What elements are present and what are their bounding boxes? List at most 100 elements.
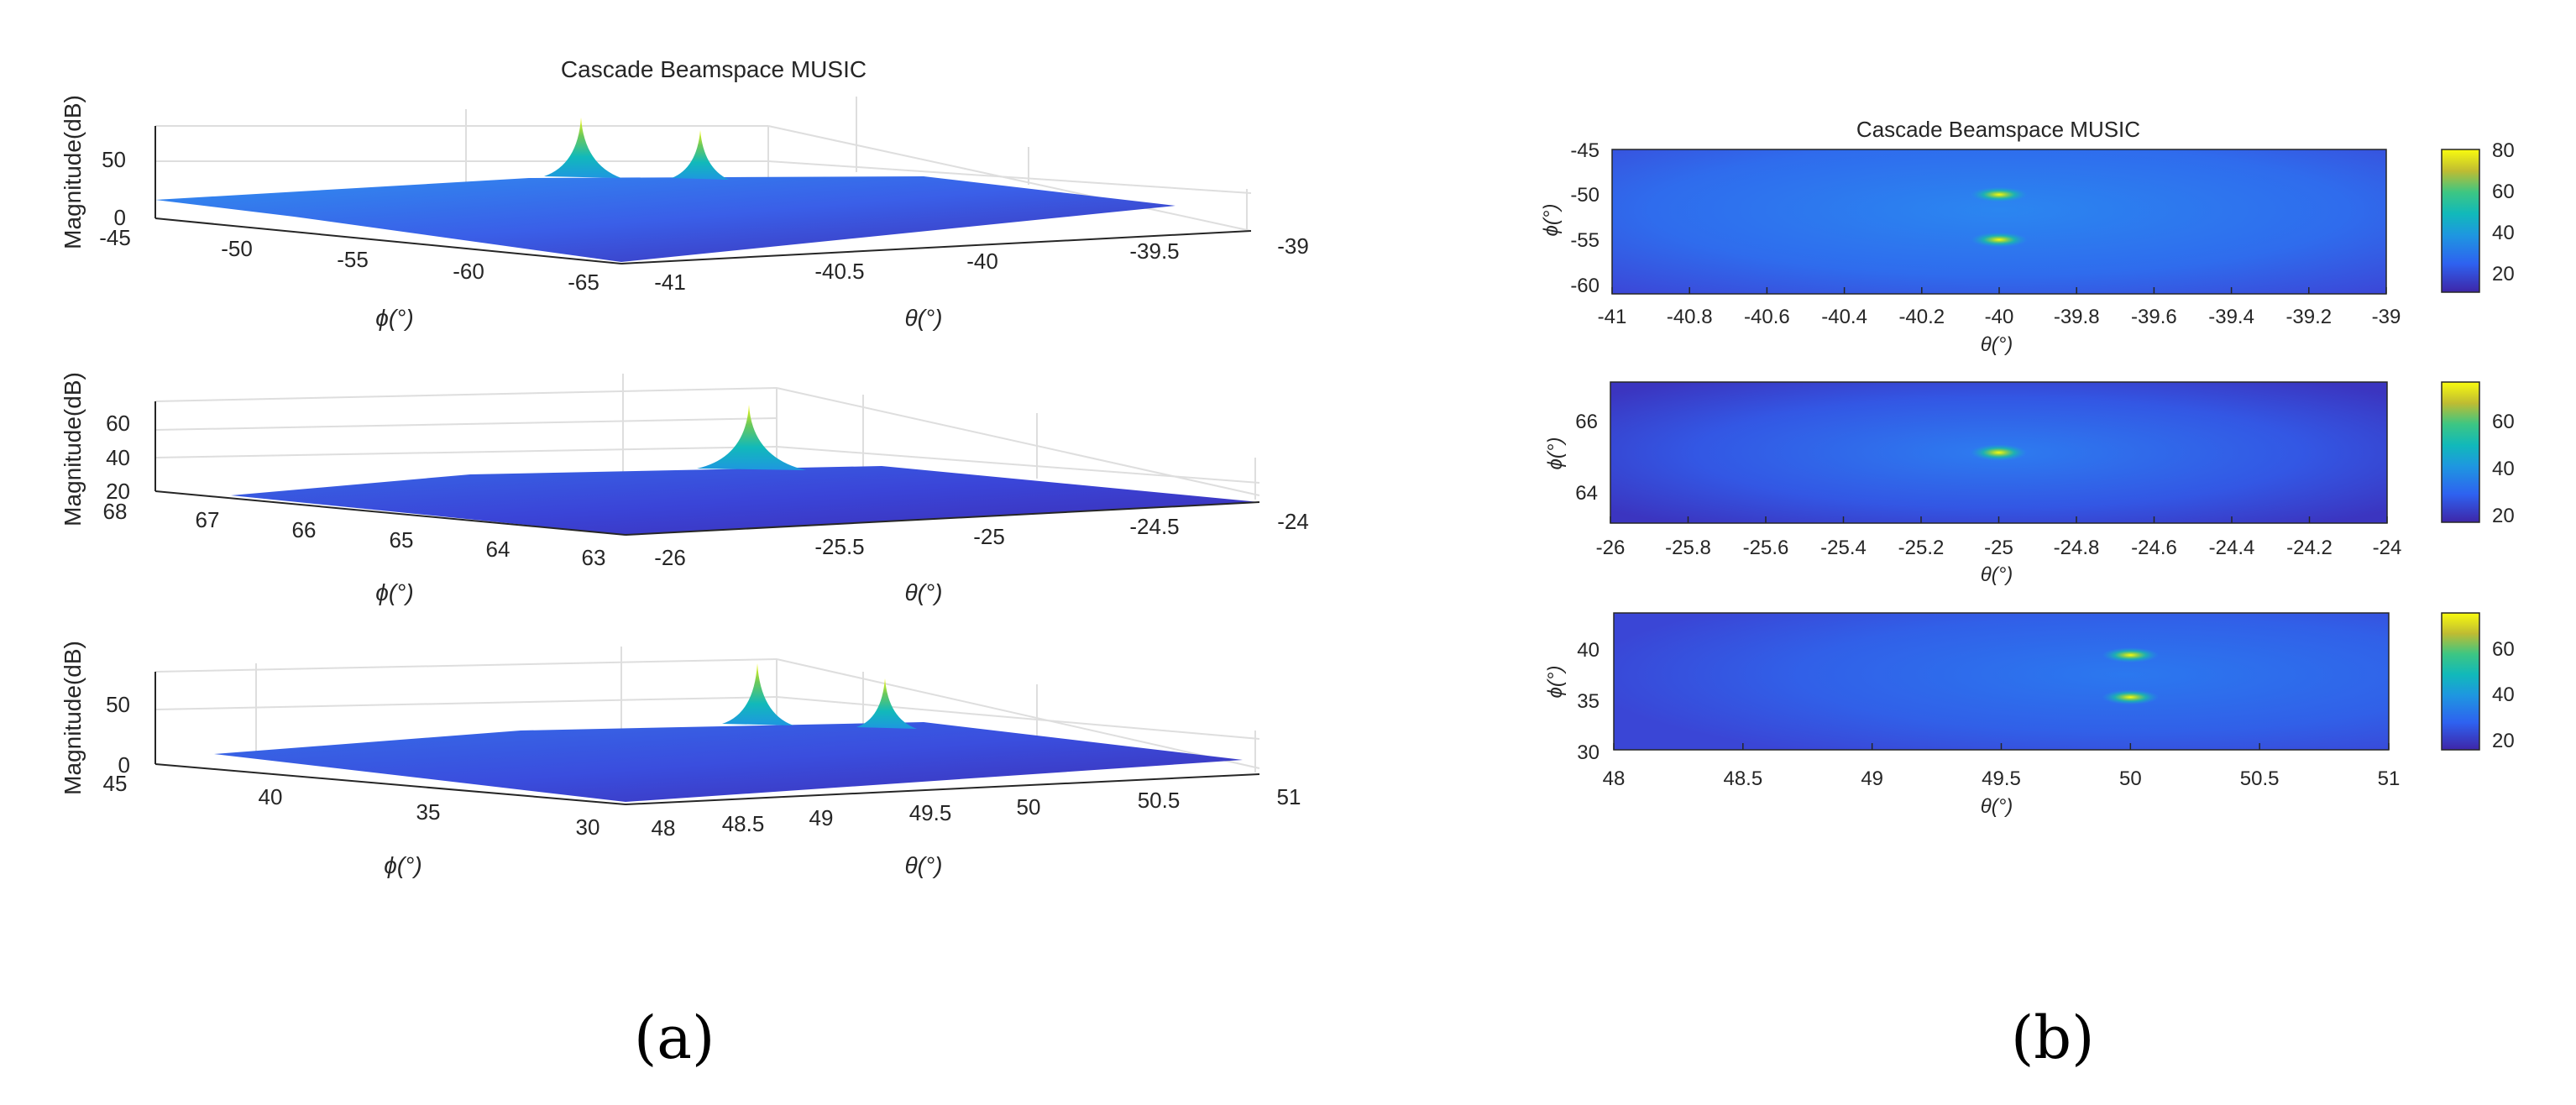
z-axis-label: Magnitude(dB) [60,95,86,249]
y-ticks: -45 -50 -55 -60 -65 [99,225,599,295]
x-tick-label: -40 [966,249,998,274]
peak-spot [2102,689,2160,705]
x-ticks: -26 -25.5 -25 -24.5 -24 [654,509,1309,570]
peak-1 [544,118,621,178]
y-tick-label: 68 [103,499,128,524]
y-tick-label: -65 [568,270,599,295]
y-ticks: 66 64 [1575,411,1598,505]
surface-plot-a2: 20 40 60 Magnitude(dB) 68 67 66 65 64 63… [60,372,1309,605]
chart-title: Cascade Beamspace MUSIC [1856,117,2140,142]
surface [231,466,1259,535]
y-tick-label: 35 [1577,690,1600,713]
peak-spot [1970,444,2028,461]
z-axis-label: Magnitude(dB) [60,641,86,795]
z-ticks: 0 50 [102,147,126,230]
x-tick-label: -24.5 [1129,514,1179,539]
y-tick-label: 30 [576,814,600,840]
x-axis-label: θ(°) [1981,563,2013,586]
z-ticks: 20 40 60 [106,411,130,504]
x-tick-label: 51 [2378,767,2401,790]
x-tick-label: -24.2 [2286,537,2333,559]
heatmap-area [1612,149,2386,294]
grid-lines [154,97,1252,232]
x-tick-label: -25.4 [1820,537,1867,559]
surface [214,722,1243,802]
heatmap-area [1614,613,2389,750]
z-tick-label: 40 [106,445,130,470]
peak-2 [672,130,729,180]
colorbar-tick-label: 60 [2492,181,2515,203]
x-tick-label: -40.2 [1898,306,1945,328]
colorbar-tick-label: 40 [2492,222,2515,244]
y-tick-label: 45 [103,771,128,796]
y-tick-label: 30 [1577,741,1600,764]
peak-spot [1971,186,2028,202]
x-tick-label: -40.5 [814,259,864,284]
x-tick-label: -41 [1598,306,1627,328]
x-tick-label: -24 [2373,537,2402,559]
peak-1 [697,405,806,470]
x-tick-label: -39.6 [2131,306,2177,328]
x-axis-label: θ(°) [1981,333,2013,356]
colorbar-tick-label: 40 [2492,683,2515,706]
y-tick-label: 66 [1575,411,1598,433]
y-tick-label: -55 [1570,229,1600,252]
chart-title: Cascade Beamspace MUSIC [561,56,867,82]
x-axis-label: θ(°) [1981,795,2013,818]
x-tick-label: 48 [652,815,676,841]
x-tick-label: -39.8 [2054,306,2100,328]
z-tick-label: 50 [102,147,126,172]
x-tick-label: -25.6 [1743,537,1789,559]
y-tick-label: -50 [1570,184,1600,207]
z-tick-label: 50 [106,692,130,717]
x-tick-label: -40.6 [1744,306,1790,328]
x-tick-label: -24.8 [2054,537,2100,559]
z-axis-label: Magnitude(dB) [60,372,86,526]
y-tick-label: 67 [196,507,220,532]
peak-2 [856,678,917,729]
x-tick-label: 49 [1861,767,1883,790]
axes [154,672,1260,805]
x-axis-label: θ(°) [904,579,942,605]
colorbar-tick-label: 80 [2492,139,2515,162]
y-tick-label: -45 [1570,139,1600,162]
colorbar-ticks: 80 60 40 20 [2492,139,2515,285]
colorbar-tick-label: 20 [2492,263,2515,285]
peak-spots [2102,647,2160,705]
z-tick-label: 0 [114,205,126,230]
x-tick-label: 50 [1017,794,1041,820]
peak-spot [1971,232,2028,248]
y-tick-label: 65 [390,527,414,552]
x-tick-label: 49.5 [909,800,952,825]
x-ticks: 48 48.5 49 49.5 50 50.5 51 [652,784,1301,841]
x-tick-label: 50.5 [1138,788,1181,813]
x-tick-label: -25.5 [814,534,864,559]
grid-lines [154,647,1260,772]
x-tick-label: -25 [1984,537,2013,559]
y-tick-label: 64 [486,537,510,562]
axes [154,126,1252,264]
y-tick-label: 40 [259,784,283,809]
x-tick-label: -26 [1596,537,1626,559]
y-tick-label: -60 [1570,275,1600,297]
y-tick-label: -45 [99,225,131,250]
x-ticks: -41 -40.8 -40.6 -40.4 -40.2 -40 -39.8 -39.6 -39.… [1598,287,2401,328]
axes [154,401,1260,536]
colorbar-tick-label: 20 [2492,505,2515,527]
x-tick-label: -41 [654,270,686,295]
peak-spots [1970,444,2028,461]
x-ticks: -26 -25.8 -25.6 -25.4 -25.2 -25 -24.8 -24.6 -24.… [1596,516,2402,559]
x-tick-label: 49 [809,805,834,830]
x-tick-label: -24 [1277,509,1309,534]
x-tick-label: 48 [1603,767,1626,790]
colorbar-tick-label: 60 [2492,638,2515,661]
y-tick-label: 66 [292,517,317,542]
y-tick-label: 35 [416,799,441,825]
x-tick-label: 50.5 [2240,767,2280,790]
colorbar-tick-label: 60 [2492,411,2515,433]
peak-spot [2102,647,2160,663]
x-tick-label: -40 [1985,306,2014,328]
x-tick-label: -40.8 [1667,306,1713,328]
y-axis-label: ϕ(°) [384,852,421,878]
